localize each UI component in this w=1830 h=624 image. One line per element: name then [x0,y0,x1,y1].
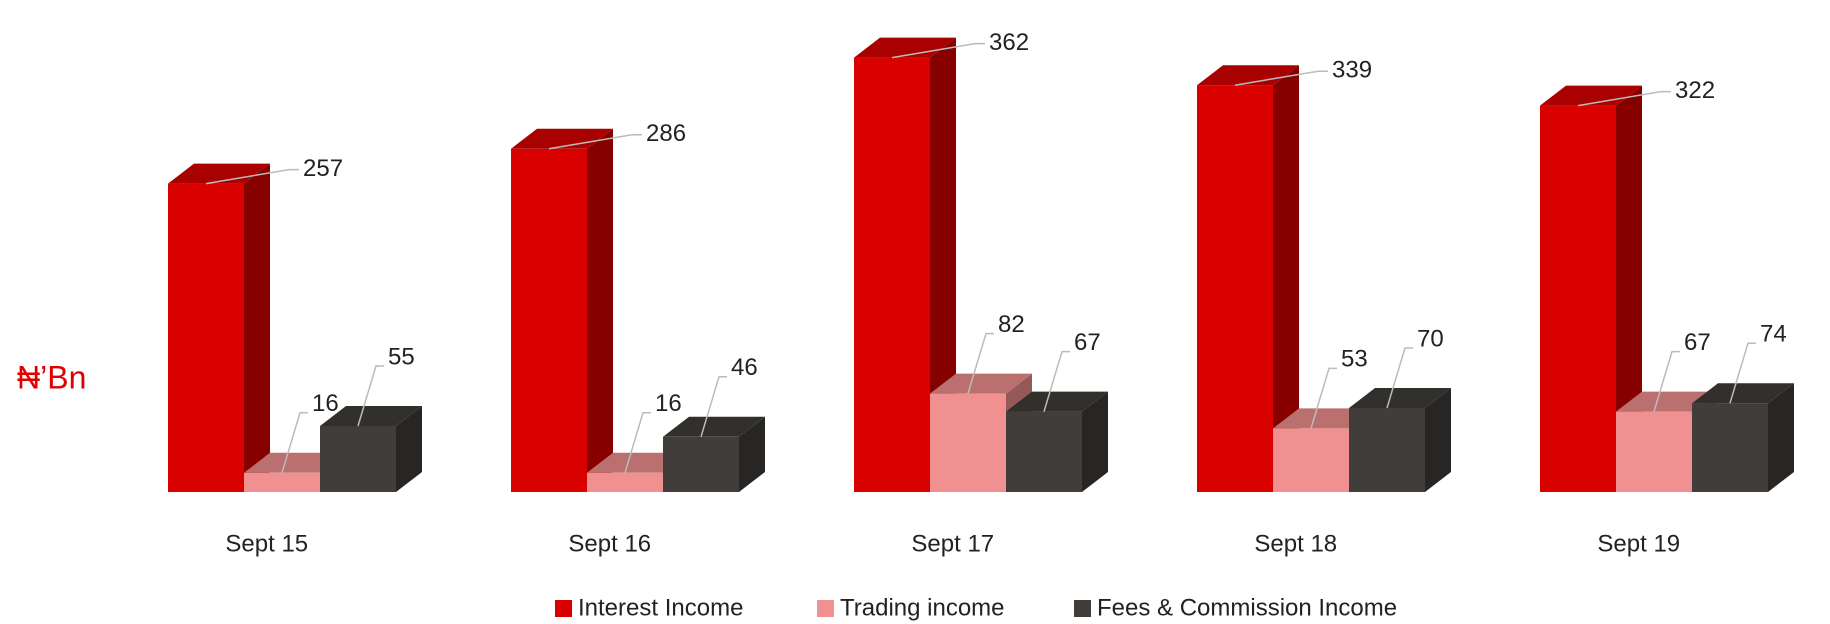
leader-line [1729,342,1756,404]
data-label: 16 [655,390,682,417]
data-label: 55 [388,343,415,370]
leader-line [1234,70,1328,86]
bar [1540,105,1616,492]
bar [1006,411,1082,492]
bar-side [1082,391,1108,492]
bar [1616,411,1692,492]
bar-top [930,373,1032,394]
bar [1197,85,1273,492]
leader-line [1577,90,1671,107]
legend-label: Fees & Commission Income [1097,594,1397,621]
bar [320,426,396,492]
legend-swatch [817,600,834,617]
data-label: 286 [646,120,686,147]
bar [587,472,663,492]
bar-top [1540,85,1642,106]
data-label: 46 [731,354,758,381]
bar-top [663,416,765,437]
bar-top [320,406,422,426]
bar-side [1273,65,1299,492]
bar [168,183,244,492]
data-label: 362 [989,29,1029,56]
leader-line [548,134,642,150]
x-tick-label: Sept 17 [911,530,994,557]
data-label: 257 [303,155,343,182]
leader-line [967,332,994,394]
data-label: 322 [1675,77,1715,104]
bar-top [1006,391,1108,412]
legend-label: Trading income [840,594,1005,621]
bar-top [854,37,956,58]
bar [1349,408,1425,492]
legend-swatch [1074,600,1091,617]
data-label: 67 [1074,329,1101,356]
leader-line [1653,350,1680,412]
leader-line [205,168,299,185]
bar-side [1425,388,1451,492]
x-tick-label: Sept 18 [1254,530,1337,557]
bar [663,436,739,492]
leader-line [1310,367,1337,429]
legend-swatch [555,600,572,617]
bar-top [1197,65,1299,86]
x-tick-label: Sept 15 [225,530,308,557]
bar-top [168,163,270,184]
bar [930,393,1006,492]
y-axis-label: ₦’Bn [17,359,86,395]
leader-line [891,42,985,59]
leader-line [700,376,727,438]
data-label: 16 [312,390,339,417]
bar-top [1349,388,1451,408]
leader-line [281,412,308,474]
bar [511,148,587,493]
bar-side [587,128,613,493]
bar [854,57,930,492]
data-label: 339 [1332,57,1372,84]
bar-side [930,37,956,492]
leader-line [1043,350,1070,412]
leader-line [624,412,651,474]
bar-side [1616,85,1642,492]
leader-line [1386,347,1413,409]
x-tick-label: Sept 19 [1597,530,1680,557]
data-label: 53 [1341,346,1368,373]
bar-side [244,163,270,492]
bar [1273,428,1349,492]
bar-side [1768,383,1794,492]
data-label: 70 [1417,325,1444,352]
data-label: 67 [1684,329,1711,356]
bar-top [1692,383,1794,404]
bar-top [511,128,613,149]
bar-side [739,416,765,492]
legend-label: Interest Income [578,594,743,621]
data-label: 82 [998,311,1025,338]
bar [244,472,320,492]
data-label: 74 [1760,321,1787,348]
leader-line [357,365,384,427]
x-tick-label: Sept 16 [568,530,651,557]
bar-side [396,406,422,492]
bar [1692,403,1768,492]
